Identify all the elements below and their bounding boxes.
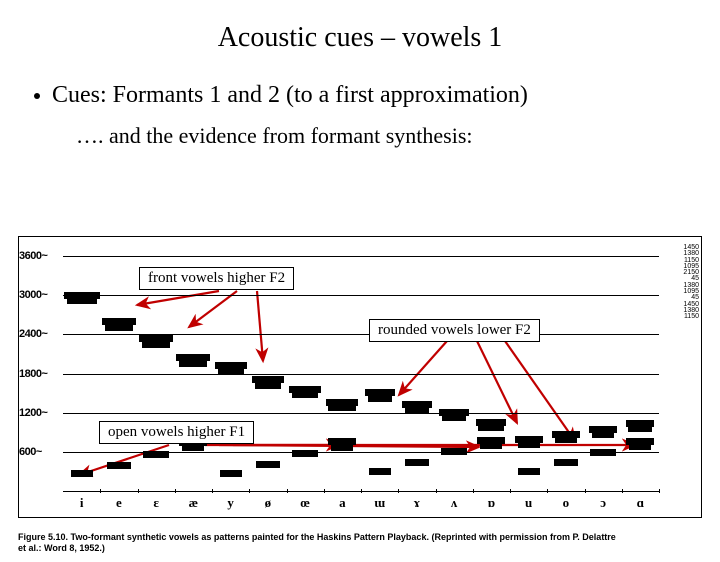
y-tick-label: 1200~ — [19, 407, 47, 419]
sub-line: …. and the evidence from formant synthes… — [76, 123, 720, 149]
x-label: e — [116, 495, 122, 511]
formant-bar — [331, 444, 353, 451]
x-label: o — [563, 495, 570, 511]
formant-bar — [105, 324, 133, 331]
formant-bar — [555, 436, 577, 443]
x-label: ø — [265, 495, 272, 511]
x-label: ɛ — [153, 495, 159, 511]
x-label: ɑ — [637, 495, 644, 511]
x-label: ɒ — [488, 495, 495, 511]
x-label: ɤ — [414, 495, 421, 511]
y-tick-label: 1800~ — [19, 368, 47, 380]
x-label: ɯ — [374, 495, 385, 511]
formant-bar — [67, 297, 97, 304]
formant-bar — [292, 391, 318, 398]
annotation-rounded: rounded vowels lower F2 — [369, 319, 540, 342]
y-tick-label: 600~ — [19, 446, 42, 458]
page-title: Acoustic cues – vowels 1 — [0, 22, 720, 54]
gridline — [63, 374, 659, 375]
right-scale-numbers: 1450138011501095215045138010954514501380… — [683, 245, 699, 321]
annotation-open: open vowels higher F1 — [99, 421, 254, 444]
formant-bar — [71, 470, 93, 477]
y-tick-label: 2400~ — [19, 328, 47, 340]
formant-bar — [441, 448, 467, 455]
formant-bar — [179, 360, 207, 367]
formant-bar — [142, 341, 170, 348]
formant-bar — [518, 441, 540, 448]
formant-bar — [478, 424, 504, 431]
bullet-main: Cues: Formants 1 and 2 (to a first appro… — [28, 82, 720, 109]
x-label: ɔ — [600, 495, 606, 511]
formant-bar — [442, 414, 466, 421]
formant-bar — [629, 443, 651, 450]
formant-bar — [554, 459, 578, 466]
y-tick-label: 3000~ — [19, 289, 47, 301]
formant-bar — [256, 461, 280, 468]
formant-bar — [220, 470, 242, 477]
formant-bar — [628, 425, 652, 432]
formant-bar — [518, 468, 540, 475]
y-tick-label: 3600~ — [19, 250, 47, 262]
x-label: œ — [300, 495, 309, 511]
x-label: u — [525, 495, 532, 511]
x-label: æ — [189, 495, 198, 511]
x-label: a — [339, 495, 346, 511]
bullet-dot-icon — [34, 93, 40, 99]
formant-chart: 3600~ 3000~ 2400~ 1800~ 1200~ 600~ i e ɛ æ y ø œ a ɯ ɤ ʌ… — [18, 236, 702, 518]
x-label: ʌ — [451, 495, 458, 511]
formant-bar — [107, 462, 131, 469]
formant-bar — [405, 459, 429, 466]
annotation-front: front vowels higher F2 — [139, 267, 294, 290]
formant-bar — [143, 451, 169, 458]
formant-bar — [592, 431, 614, 438]
gridline — [63, 413, 659, 414]
x-label: y — [227, 495, 234, 511]
formant-bar — [590, 449, 616, 456]
figure-caption: Figure 5.10. Two-formant synthetic vowel… — [18, 532, 616, 554]
formant-bar — [369, 468, 391, 475]
formant-bar — [480, 442, 502, 449]
gridline — [63, 295, 659, 296]
x-label: i — [80, 495, 84, 511]
gridline — [63, 256, 659, 257]
caption-line1: Figure 5.10. Two-formant synthetic vowel… — [18, 532, 616, 542]
formant-bar — [255, 382, 281, 389]
formant-bar — [182, 444, 204, 451]
caption-line2: et al.: Word 8, 1952.) — [18, 543, 105, 553]
formant-bar — [292, 450, 318, 457]
bullet-text: Cues: Formants 1 and 2 (to a first appro… — [52, 82, 528, 108]
formant-bar — [218, 367, 244, 374]
formant-bar — [405, 406, 429, 413]
formant-bar — [328, 404, 356, 411]
formant-bar — [368, 395, 392, 402]
